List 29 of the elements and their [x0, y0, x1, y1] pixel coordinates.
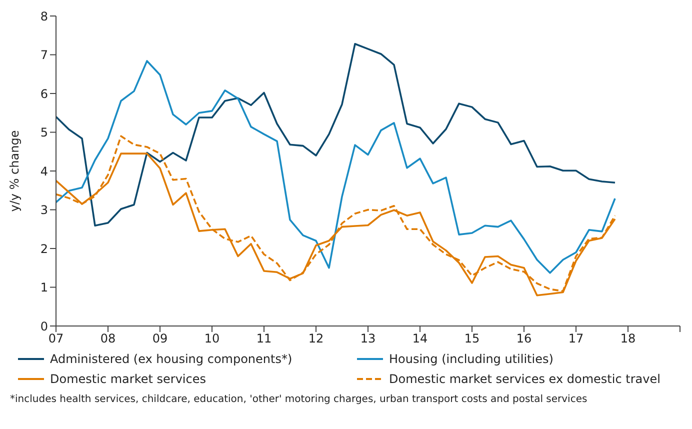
x-tick-label: 18	[620, 332, 636, 346]
y-tick-label: 1	[40, 280, 48, 295]
y-tick-label: 8	[40, 9, 48, 24]
y-tick-label: 7	[40, 48, 48, 62]
x-tick-label: 07	[48, 332, 64, 346]
y-tick-label: 6	[40, 86, 48, 101]
x-tick-label: 08	[100, 332, 116, 346]
legend-label: Domestic market services ex domestic travel	[389, 372, 660, 386]
y-tick-label: 2	[40, 242, 48, 256]
line-series	[56, 60, 616, 274]
x-tick-label: 09	[152, 332, 168, 346]
line-series	[56, 43, 616, 227]
x-tick-label: 13	[360, 332, 376, 346]
x-tick-label: 11	[256, 332, 272, 346]
x-tick-label: 15	[464, 332, 480, 346]
y-tick-label: 5	[40, 126, 48, 140]
y-tick-label: 0	[40, 319, 48, 334]
text: *includes health services, childcare, education, 'other' motoring charges, urban transport costs and postal services	[9, 393, 588, 405]
x-tick-label: 16	[516, 332, 532, 346]
y-tick-label: 4	[40, 164, 48, 178]
legend-label: Domestic market services	[50, 372, 206, 386]
y-tick-label: 3	[40, 203, 48, 218]
y-axis-title: y/y % change	[7, 130, 22, 212]
x-tick-label: 10	[204, 332, 220, 346]
x-tick-label: 17	[568, 332, 584, 346]
x-tick-label: 12	[308, 332, 324, 346]
legend-label: Housing (including utilities)	[389, 352, 554, 366]
x-tick-label: 14	[412, 332, 428, 346]
legend-label: Administered (ex housing components*)	[50, 352, 292, 366]
